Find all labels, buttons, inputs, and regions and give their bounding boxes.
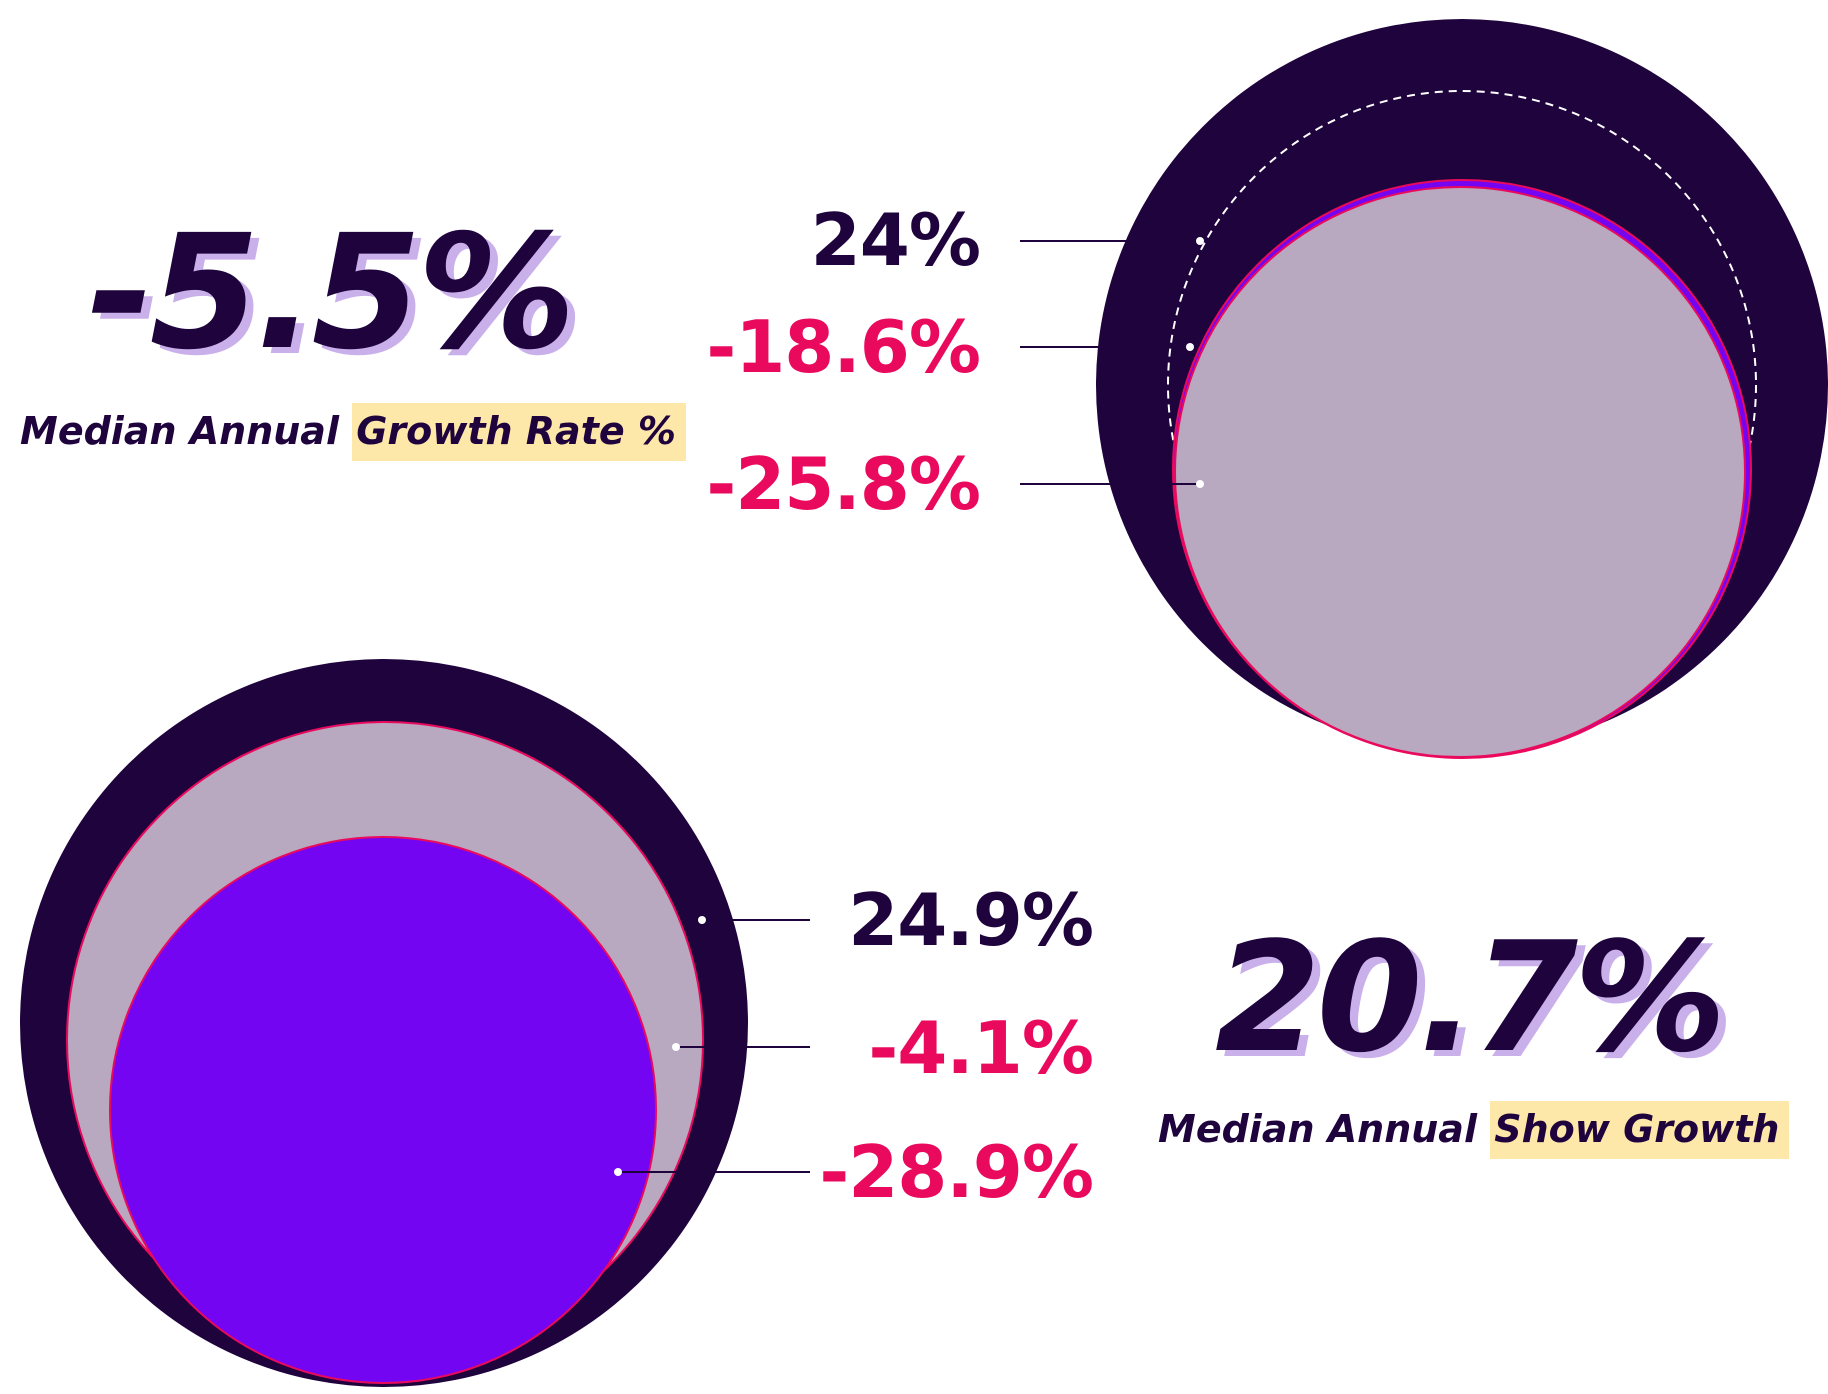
top-label-2: -18.6% bbox=[706, 305, 981, 389]
top-leader-dot-3 bbox=[1196, 480, 1204, 488]
bottom-caption: Median Annual Show Growth bbox=[1158, 1101, 1790, 1159]
top-leader-dot-1 bbox=[1196, 237, 1204, 245]
bottom-headline-value: 20.7% bbox=[1215, 909, 1726, 1086]
top-caption: Median Annual Growth Rate % bbox=[20, 403, 686, 461]
top-caption-plain: Median Annual bbox=[20, 409, 353, 453]
top-label-1: 24% bbox=[810, 198, 981, 282]
bottom-leader-dot-3 bbox=[614, 1168, 622, 1176]
top-inner-circle bbox=[1174, 186, 1746, 758]
top-dashed-ring bbox=[1167, 90, 1757, 680]
top-leader-dot-2 bbox=[1186, 343, 1194, 351]
bottom-leader-dot-2 bbox=[672, 1043, 680, 1051]
top-headline-value: -5.5% bbox=[88, 201, 576, 385]
bottom-leader-dot-1 bbox=[698, 916, 706, 924]
top-circle-chart bbox=[1020, 19, 1828, 759]
top-caption-highlight: Growth Rate % bbox=[352, 403, 686, 461]
bottom-inner-circle bbox=[109, 836, 657, 1384]
bottom-circle-chart bbox=[20, 659, 810, 1387]
bottom-caption-highlight: Show Growth bbox=[1490, 1101, 1790, 1159]
bottom-label-1: 24.9% bbox=[848, 878, 1094, 962]
bottom-label-2: -4.1% bbox=[868, 1006, 1094, 1090]
top-label-3: -25.8% bbox=[706, 442, 981, 526]
bottom-caption-plain: Median Annual bbox=[1158, 1107, 1491, 1151]
bottom-label-3: -28.9% bbox=[819, 1130, 1094, 1214]
